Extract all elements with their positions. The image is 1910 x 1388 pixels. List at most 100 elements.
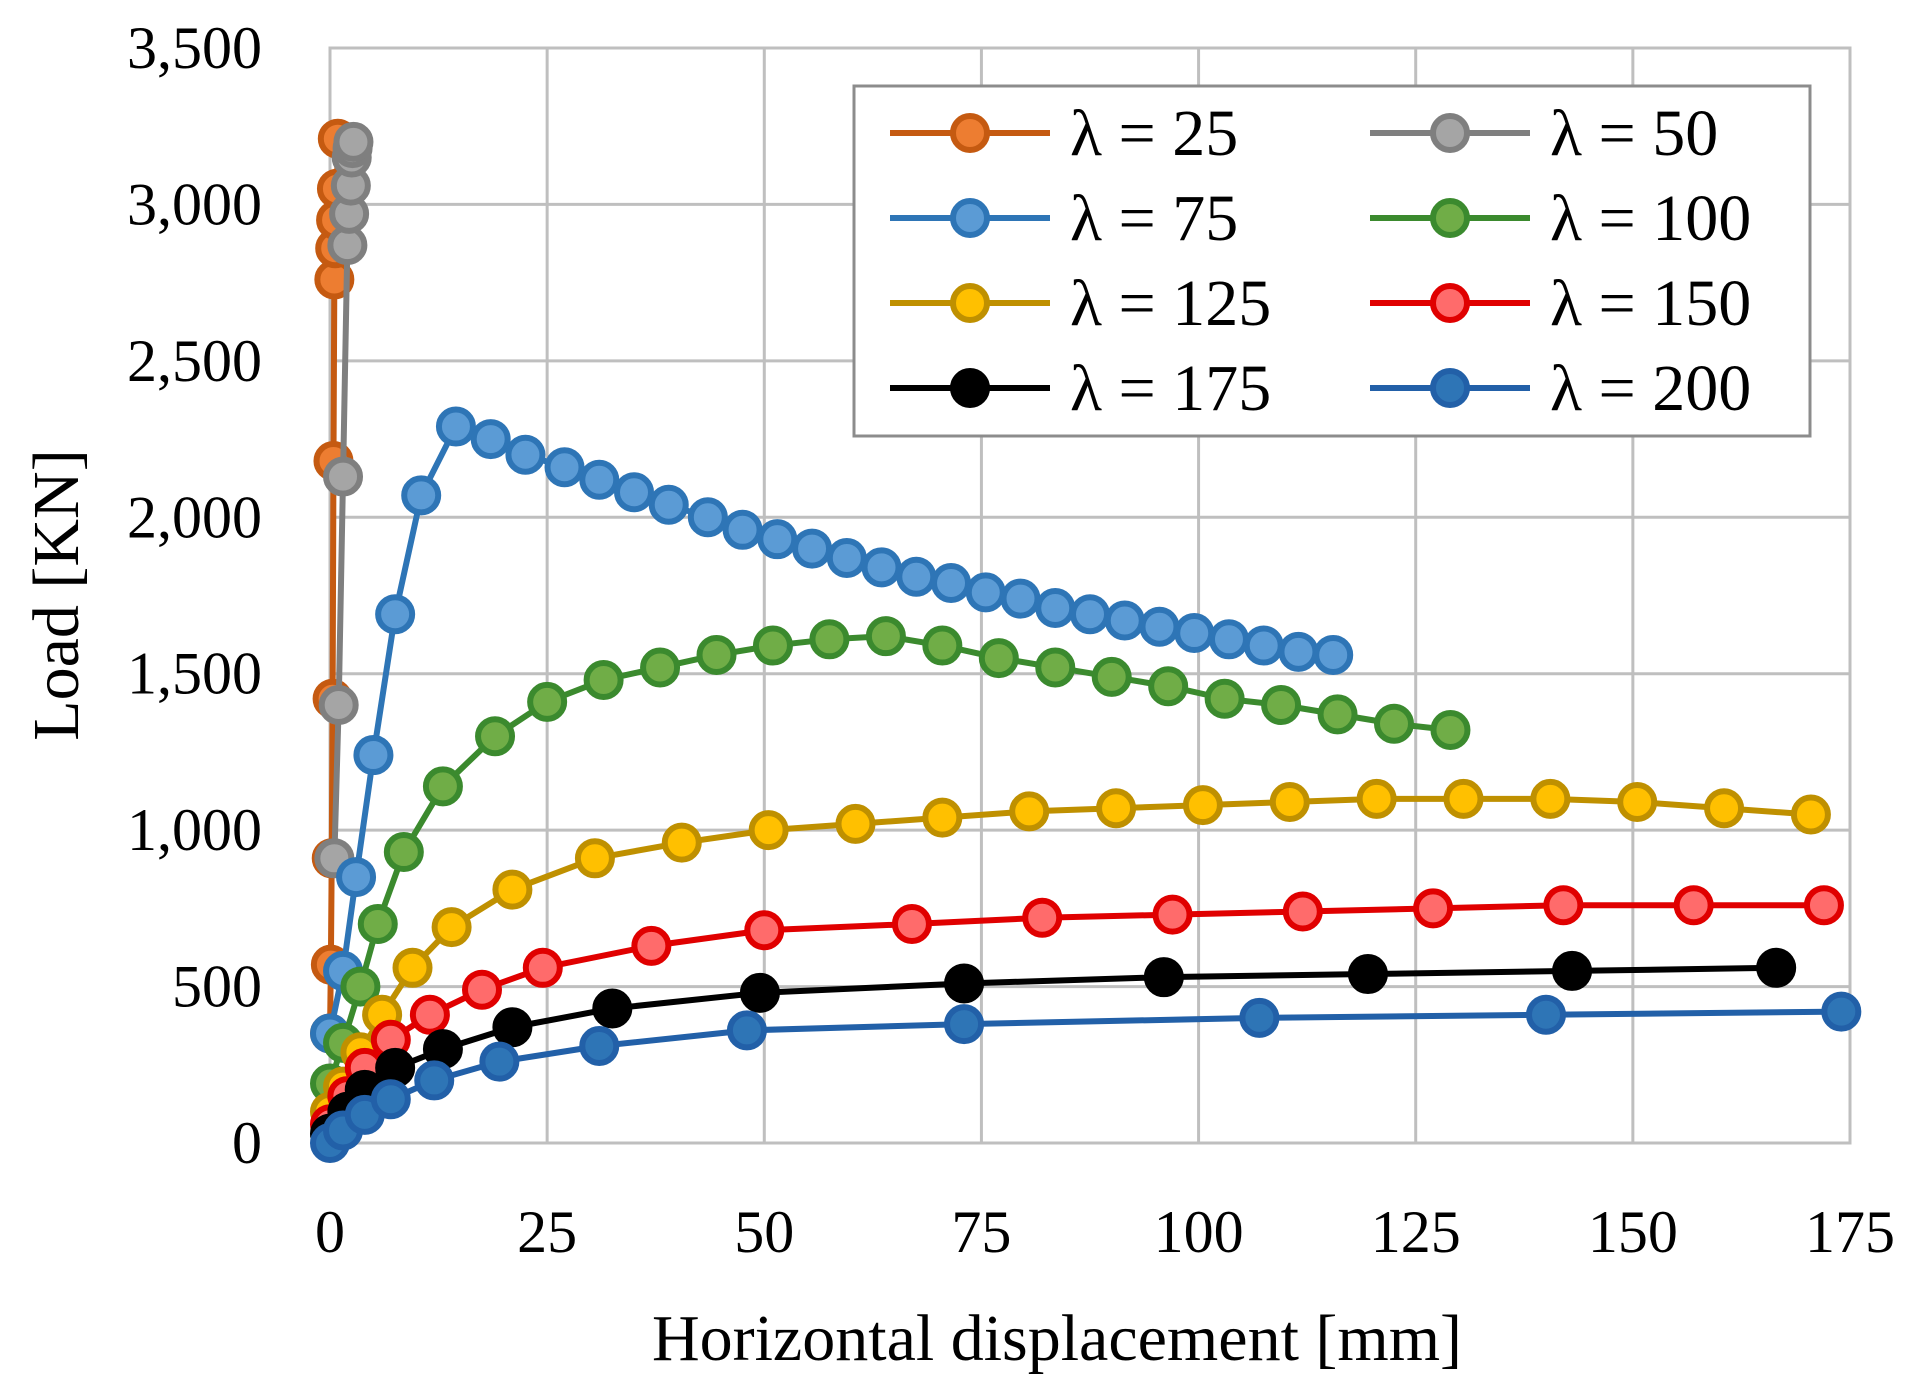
data-point bbox=[318, 685, 359, 725]
data-point bbox=[1803, 885, 1844, 926]
data-point bbox=[1009, 791, 1050, 832]
data-point bbox=[1430, 710, 1471, 751]
data-point bbox=[835, 803, 876, 844]
data-point bbox=[579, 459, 620, 500]
series-line bbox=[327, 795, 1812, 1114]
legend-swatch-marker bbox=[1430, 113, 1470, 153]
y-tick-label: 0 bbox=[232, 1110, 262, 1176]
series-line bbox=[327, 1008, 1842, 1146]
data-point bbox=[1317, 694, 1358, 735]
data-point bbox=[1617, 781, 1658, 822]
x-tick-label: 150 bbox=[1588, 1199, 1678, 1265]
legend-swatch-marker bbox=[1430, 198, 1470, 238]
data-point bbox=[1022, 897, 1063, 938]
data-point bbox=[861, 547, 902, 588]
data-point bbox=[340, 966, 381, 1007]
data-point bbox=[1443, 778, 1484, 819]
data-point bbox=[1543, 885, 1584, 926]
y-tick-label: 1,500 bbox=[127, 641, 262, 707]
legend-swatch-marker bbox=[950, 198, 990, 238]
data-point bbox=[1356, 778, 1397, 819]
data-point bbox=[944, 963, 985, 1004]
data-point bbox=[1143, 957, 1184, 998]
data-point bbox=[752, 625, 793, 666]
data-point bbox=[475, 716, 516, 757]
legend-item: λ = 150 bbox=[1370, 267, 1751, 340]
data-point bbox=[409, 994, 450, 1035]
legend-item: λ = 100 bbox=[1370, 182, 1751, 255]
plot-area bbox=[310, 118, 1862, 1163]
data-point bbox=[583, 659, 624, 700]
data-point bbox=[1374, 703, 1414, 744]
data-point bbox=[527, 681, 568, 722]
legend-item: λ = 75 bbox=[890, 182, 1238, 255]
x-tick-labels: 0 25 50 75 100 125 150 175 bbox=[315, 1199, 1895, 1265]
data-point bbox=[1104, 600, 1145, 641]
data-point bbox=[1413, 888, 1454, 929]
data-point bbox=[323, 456, 364, 497]
x-axis-title: Horizontal displacement [mm] bbox=[652, 1302, 1462, 1375]
data-point bbox=[470, 419, 511, 460]
y-tick-label: 2,000 bbox=[127, 484, 262, 550]
data-point bbox=[792, 528, 833, 569]
data-point bbox=[401, 475, 442, 516]
data-point bbox=[687, 497, 728, 538]
data-point bbox=[648, 484, 689, 525]
legend-item: λ = 25 bbox=[890, 97, 1238, 170]
legend-label: λ = 100 bbox=[1550, 182, 1751, 255]
data-point bbox=[414, 1060, 455, 1101]
x-tick-label: 100 bbox=[1154, 1199, 1244, 1265]
legend-label: λ = 150 bbox=[1550, 267, 1751, 340]
data-point bbox=[1035, 588, 1076, 629]
data-point bbox=[370, 1079, 411, 1120]
data-point bbox=[1000, 578, 1041, 619]
y-tick-label: 3,000 bbox=[127, 171, 262, 237]
data-point bbox=[809, 619, 850, 660]
data-point bbox=[375, 594, 416, 635]
data-point bbox=[492, 1007, 533, 1048]
data-point bbox=[1526, 994, 1566, 1035]
data-point bbox=[435, 406, 476, 447]
data-point bbox=[422, 766, 463, 807]
series-3 bbox=[310, 406, 1354, 1054]
data-point bbox=[826, 537, 867, 578]
data-point bbox=[1070, 594, 1110, 635]
x-tick-label: 25 bbox=[517, 1199, 577, 1265]
data-point bbox=[592, 988, 633, 1029]
data-point bbox=[1148, 666, 1189, 707]
data-point bbox=[1152, 894, 1193, 935]
data-point bbox=[978, 638, 1019, 679]
data-point bbox=[579, 1026, 620, 1067]
legend-label: λ = 125 bbox=[1070, 267, 1271, 340]
y-tick-label: 3,500 bbox=[127, 15, 262, 81]
data-point bbox=[505, 434, 546, 475]
data-point bbox=[722, 509, 763, 550]
data-point bbox=[544, 447, 585, 488]
data-point bbox=[931, 562, 972, 603]
data-point bbox=[383, 832, 424, 873]
data-point bbox=[726, 1010, 767, 1051]
data-point bbox=[757, 519, 798, 560]
data-point bbox=[1204, 678, 1245, 719]
legend-item: λ = 50 bbox=[1370, 97, 1718, 170]
data-point bbox=[462, 969, 502, 1010]
data-point bbox=[1096, 788, 1137, 829]
data-point bbox=[357, 904, 398, 944]
legend-swatch-marker bbox=[950, 368, 990, 408]
data-point bbox=[696, 634, 737, 675]
data-point bbox=[1530, 778, 1571, 819]
legend-box bbox=[852, 84, 1812, 438]
legend-swatch-marker bbox=[1430, 368, 1470, 408]
data-point bbox=[1790, 794, 1831, 835]
data-point bbox=[1269, 781, 1310, 822]
data-point bbox=[333, 121, 374, 162]
y-tick-label: 1,000 bbox=[127, 797, 262, 863]
legend: λ = 25 λ = 50 λ = 75 λ = 100 λ = 125 λ = 150 λ… bbox=[852, 84, 1812, 438]
data-point bbox=[1208, 619, 1249, 660]
data-point bbox=[492, 869, 533, 910]
legend-label: λ = 50 bbox=[1550, 97, 1718, 170]
series-8 bbox=[310, 991, 1862, 1163]
legend-item: λ = 200 bbox=[1370, 352, 1751, 425]
x-tick-label: 50 bbox=[734, 1199, 794, 1265]
data-point bbox=[1035, 647, 1076, 688]
